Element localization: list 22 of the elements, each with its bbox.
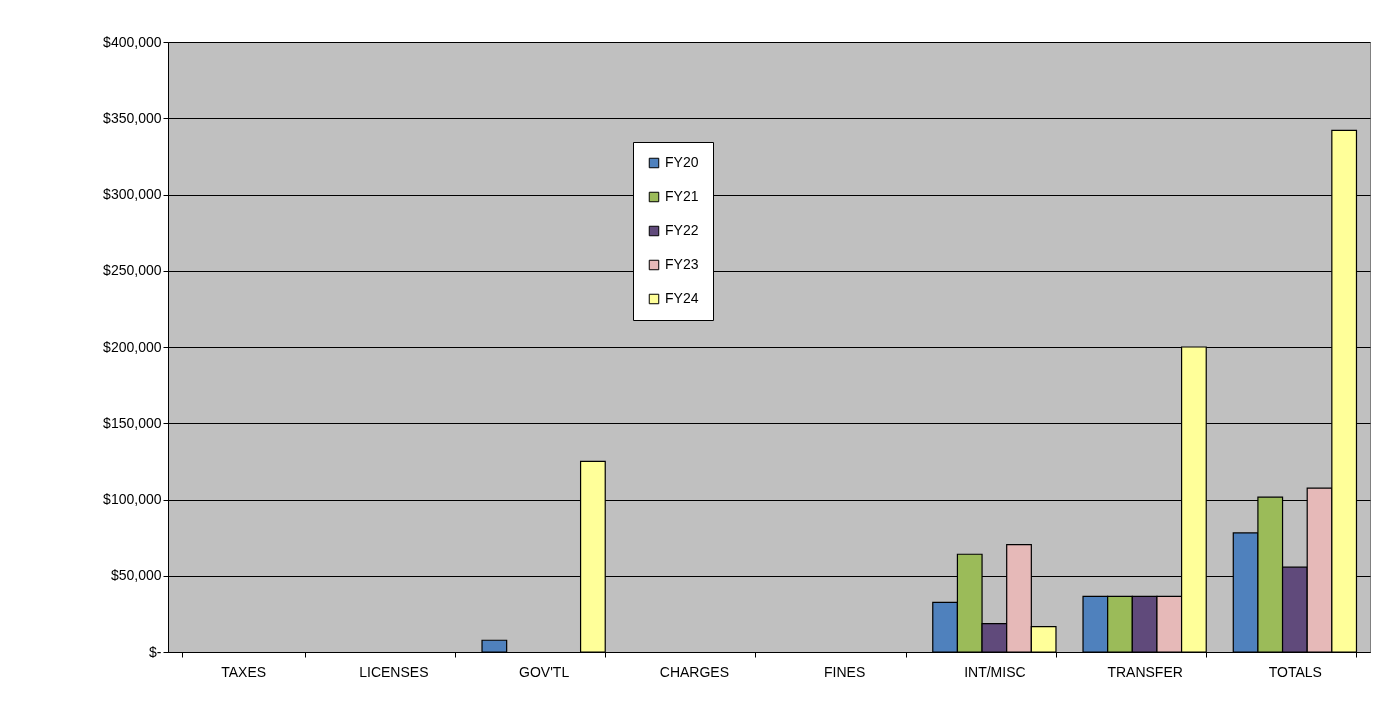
y-tick-label: $250,000 bbox=[103, 262, 162, 279]
y-tick-label: $200,000 bbox=[103, 338, 162, 355]
x-tick-label: TRANSFER bbox=[1107, 663, 1183, 680]
x-tick-label: CHARGES bbox=[659, 663, 729, 680]
legend-label: FY21 bbox=[665, 188, 699, 204]
y-tick-label: $- bbox=[149, 643, 162, 660]
legend-label: FY24 bbox=[665, 290, 699, 306]
y-tick-label: $100,000 bbox=[103, 491, 162, 507]
x-tick-label: INT/MISC bbox=[964, 663, 1026, 680]
y-tick-label: $300,000 bbox=[103, 186, 162, 202]
legend-label: FY20 bbox=[665, 154, 699, 170]
x-tick-label: TAXES bbox=[221, 663, 267, 680]
y-tick-label: $150,000 bbox=[103, 414, 162, 431]
legend-label: FY23 bbox=[665, 256, 699, 272]
x-tick-label: TOTALS bbox=[1268, 663, 1322, 680]
y-tick-label: $400,000 bbox=[103, 33, 162, 50]
x-tick-label: GOV'TL bbox=[519, 663, 570, 680]
legend-label: FY22 bbox=[665, 222, 699, 238]
x-tick-label: FINES bbox=[824, 663, 866, 680]
y-tick-label: $50,000 bbox=[110, 567, 162, 584]
x-tick-label: LICENSES bbox=[359, 663, 429, 680]
y-tick-label: $350,000 bbox=[103, 109, 162, 126]
